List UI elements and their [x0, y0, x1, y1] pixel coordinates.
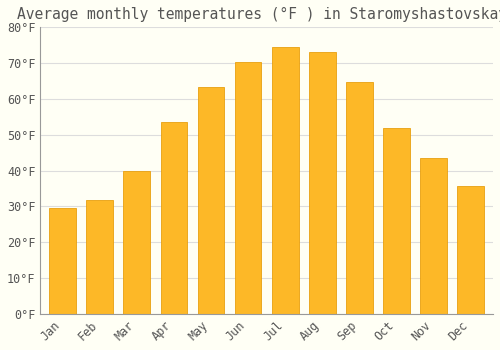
Bar — [235, 62, 262, 314]
Bar — [198, 87, 224, 314]
Bar — [160, 122, 188, 314]
Bar — [458, 186, 484, 314]
Bar — [346, 83, 373, 314]
Bar — [309, 52, 336, 314]
Bar — [124, 171, 150, 314]
Bar — [49, 208, 76, 314]
Bar — [86, 200, 113, 314]
Bar — [420, 158, 447, 314]
Bar — [383, 128, 410, 314]
Title: Average monthly temperatures (°F ) in Staromyshastovskaya: Average monthly temperatures (°F ) in St… — [18, 7, 500, 22]
Bar — [272, 47, 298, 314]
